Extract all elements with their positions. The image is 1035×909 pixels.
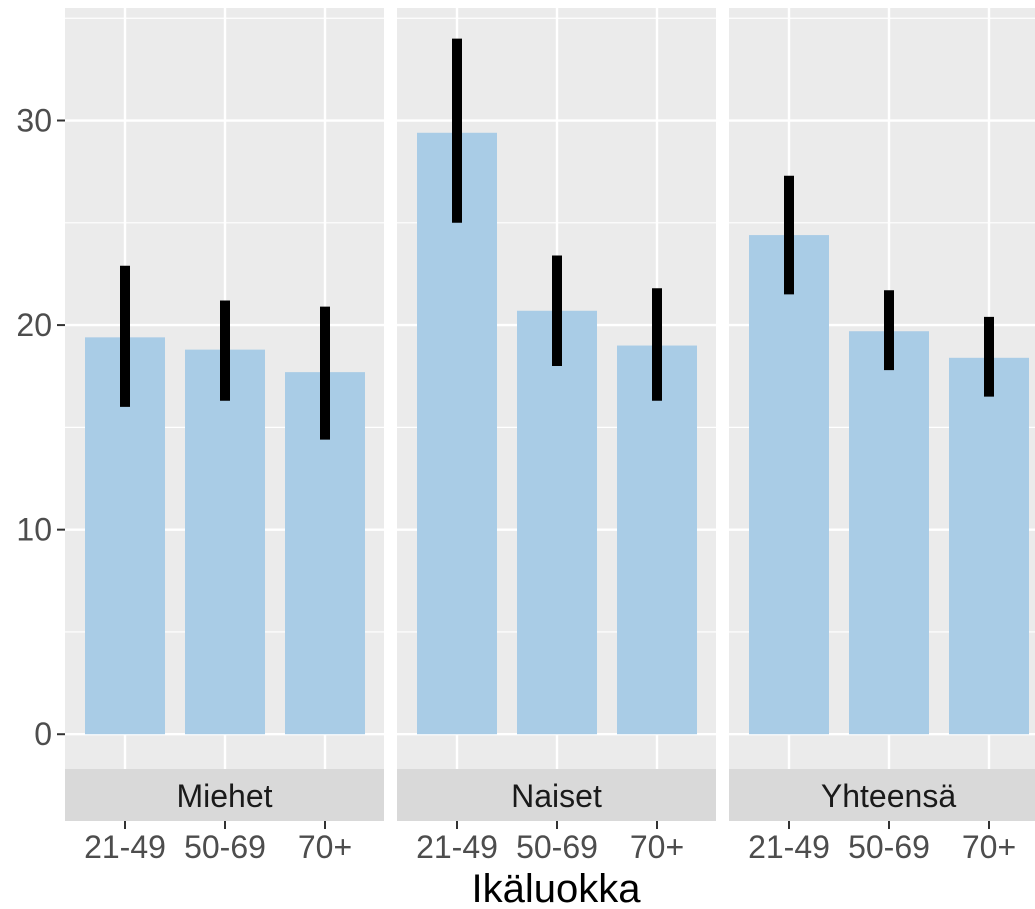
y-tick-label: 10 xyxy=(16,512,52,548)
panel-yhteensä: Yhteensä 21-49 50-69 70+ xyxy=(729,8,1035,865)
facet-strip xyxy=(397,769,716,821)
y-axis: 0 10 20 30 xyxy=(16,103,65,752)
x-tick-label: 21-49 xyxy=(748,829,830,865)
facet-label: Miehet xyxy=(176,778,272,814)
x-tick-label: 70+ xyxy=(962,829,1016,865)
y-tick-label: 30 xyxy=(16,103,52,139)
bar-70+ xyxy=(617,345,697,735)
x-tick-label: 70+ xyxy=(298,829,352,865)
x-tick-label: 50-69 xyxy=(516,829,598,865)
facet-strip xyxy=(729,769,1035,821)
bar-50-69 xyxy=(517,310,597,735)
x-tick-label: 21-49 xyxy=(84,829,166,865)
bar-50-69 xyxy=(185,349,265,735)
panel-naiset: Naiset 21-49 50-69 70+ xyxy=(397,8,716,865)
bar-70+ xyxy=(949,357,1029,735)
x-tick-label: 50-69 xyxy=(848,829,930,865)
x-axis-title: Ikäluokka xyxy=(472,867,642,909)
x-tick-label: 50-69 xyxy=(184,829,266,865)
facet-label: Naiset xyxy=(511,778,602,814)
x-tick-label: 70+ xyxy=(630,829,684,865)
bar-21-49 xyxy=(417,132,497,735)
facet-label: Yhteensä xyxy=(821,778,956,814)
y-tick-label: 0 xyxy=(34,716,52,752)
facet-strip xyxy=(65,769,384,821)
y-tick-label: 20 xyxy=(16,307,52,343)
bar-21-49 xyxy=(749,235,829,735)
bar-50-69 xyxy=(849,331,929,735)
panel-miehet: Miehet 21-49 50-69 70+ xyxy=(65,8,384,865)
x-tick-label: 21-49 xyxy=(416,829,498,865)
